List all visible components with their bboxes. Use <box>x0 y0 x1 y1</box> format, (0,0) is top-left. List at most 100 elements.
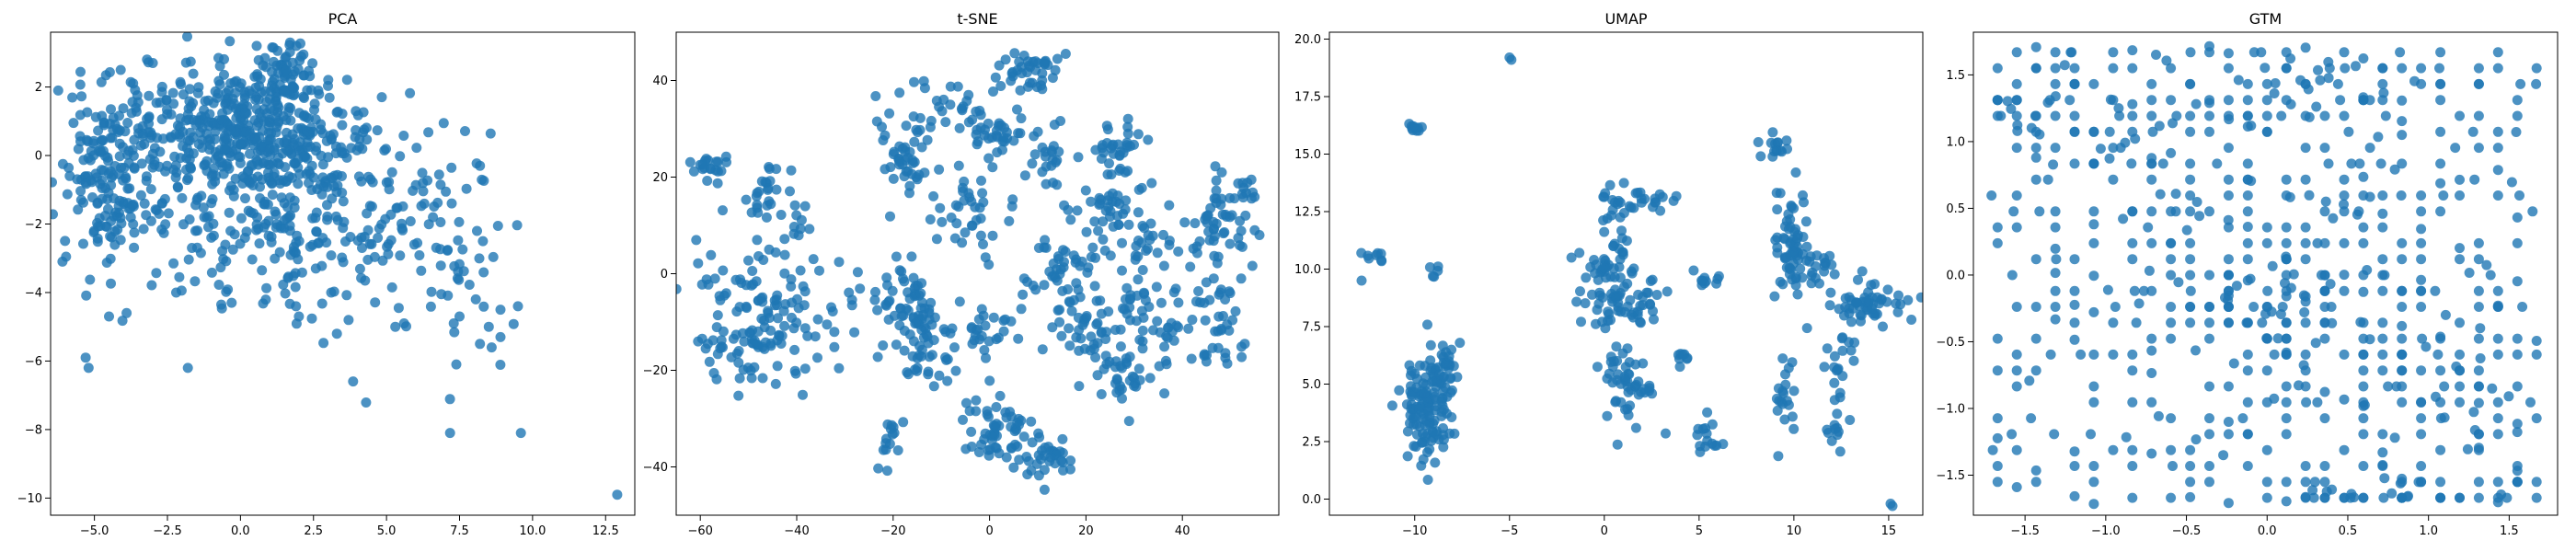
scatter-point <box>1844 303 1855 314</box>
scatter-point <box>1112 139 1123 150</box>
scatter-point <box>1836 333 1847 344</box>
scatter-point <box>1090 252 1101 263</box>
scatter-point <box>251 40 262 52</box>
scatter-point <box>1074 381 1085 392</box>
scatter-point <box>1848 355 1859 366</box>
scatter-point <box>2281 381 2292 392</box>
scatter-point <box>787 312 797 323</box>
scatter-point <box>1103 190 1114 201</box>
scatter-point <box>2113 103 2124 114</box>
scatter-point <box>752 235 763 246</box>
scatter-point <box>1036 80 1047 91</box>
scatter-point <box>2223 143 2234 154</box>
scatter-point <box>2267 260 2278 271</box>
scatter-point <box>341 290 352 301</box>
scatter-point <box>2064 95 2076 106</box>
scatter-point <box>978 239 988 249</box>
scatter-point <box>2275 309 2286 319</box>
scatter-point <box>1603 316 1614 327</box>
scatter-point <box>1580 298 1591 309</box>
scatter-point <box>733 390 744 401</box>
scatter-point <box>127 97 138 108</box>
scatter-point <box>1113 219 1124 230</box>
scatter-point <box>1016 304 1027 315</box>
x-tick-label: −5 <box>1501 524 1518 538</box>
scatter-point <box>2332 78 2343 89</box>
scatter-point <box>2146 448 2157 459</box>
scatter-point <box>1834 387 1846 398</box>
scatter-point <box>1050 64 1061 75</box>
scatter-point <box>343 315 354 326</box>
scatter-point <box>322 200 332 211</box>
scatter-point <box>88 135 99 146</box>
scatter-point <box>1032 126 1043 137</box>
scatter-point <box>81 290 92 301</box>
scatter-point <box>2261 95 2272 106</box>
scatter-point <box>2339 47 2350 58</box>
scatter-point <box>1688 265 1699 276</box>
scatter-point <box>2319 270 2330 281</box>
scatter-point <box>1081 311 1092 321</box>
scatter-point <box>2011 190 2022 201</box>
scatter-point <box>1776 397 1787 408</box>
scatter-point <box>2512 381 2523 392</box>
scatter-point <box>919 83 930 94</box>
scatter-point <box>457 244 468 255</box>
y-tick-label: 0 <box>35 150 42 164</box>
scatter-point <box>1240 210 1251 221</box>
scatter-point <box>1090 352 1101 362</box>
scatter-point <box>2512 419 2523 430</box>
scatter-point <box>914 350 925 361</box>
scatter-point <box>198 202 209 213</box>
scatter-point <box>414 250 425 260</box>
scatter-point <box>75 131 86 142</box>
scatter-point <box>337 120 348 131</box>
x-tick-label: 1.5 <box>2500 524 2519 538</box>
scatter-point <box>2030 63 2041 74</box>
scatter-point <box>62 189 73 200</box>
scatter-point <box>2512 427 2523 438</box>
scatter-point <box>197 134 208 145</box>
scatter-point <box>230 103 241 114</box>
scatter-point <box>1829 269 1840 280</box>
scatter-point <box>266 231 277 242</box>
scatter-point <box>923 366 934 377</box>
scatter-point <box>1227 315 1238 326</box>
scatter-point <box>370 297 381 308</box>
scatter-point <box>2450 143 2461 154</box>
scatter-point <box>360 275 371 286</box>
scatter-point <box>925 214 936 224</box>
scatter-point <box>1566 252 1577 263</box>
scatter-point <box>2455 190 2465 201</box>
scatter-point <box>2455 110 2465 121</box>
scatter-point <box>1424 411 1435 422</box>
scatter-point <box>753 251 764 261</box>
scatter-point <box>761 212 772 223</box>
scatter-point <box>1608 241 1619 251</box>
scatter-point <box>214 61 225 72</box>
scatter-point <box>2300 381 2311 392</box>
scatter-point <box>2011 482 2022 492</box>
scatter-point <box>2086 429 2096 440</box>
scatter-point <box>67 92 78 103</box>
scatter-point <box>1117 393 1127 404</box>
scatter-point <box>2166 333 2177 344</box>
scatter-point <box>52 85 63 96</box>
scatter-point <box>1052 179 1063 190</box>
scatter-point <box>310 263 321 274</box>
scatter-point <box>443 290 454 301</box>
scatter-point <box>475 339 486 350</box>
scatter-point <box>1410 442 1421 452</box>
scatter-point <box>1134 334 1145 345</box>
scatter-point <box>2034 206 2045 217</box>
scatter-point <box>751 190 762 201</box>
scatter-point <box>100 183 111 193</box>
scatter-point <box>1121 353 1132 364</box>
scatter-point <box>123 157 134 168</box>
scatter-point <box>891 251 902 262</box>
scatter-point <box>115 213 126 224</box>
scatter-point <box>1151 282 1162 293</box>
scatter-point <box>2358 237 2369 248</box>
scatter-point <box>454 311 465 322</box>
scatter-point <box>1211 175 1222 186</box>
